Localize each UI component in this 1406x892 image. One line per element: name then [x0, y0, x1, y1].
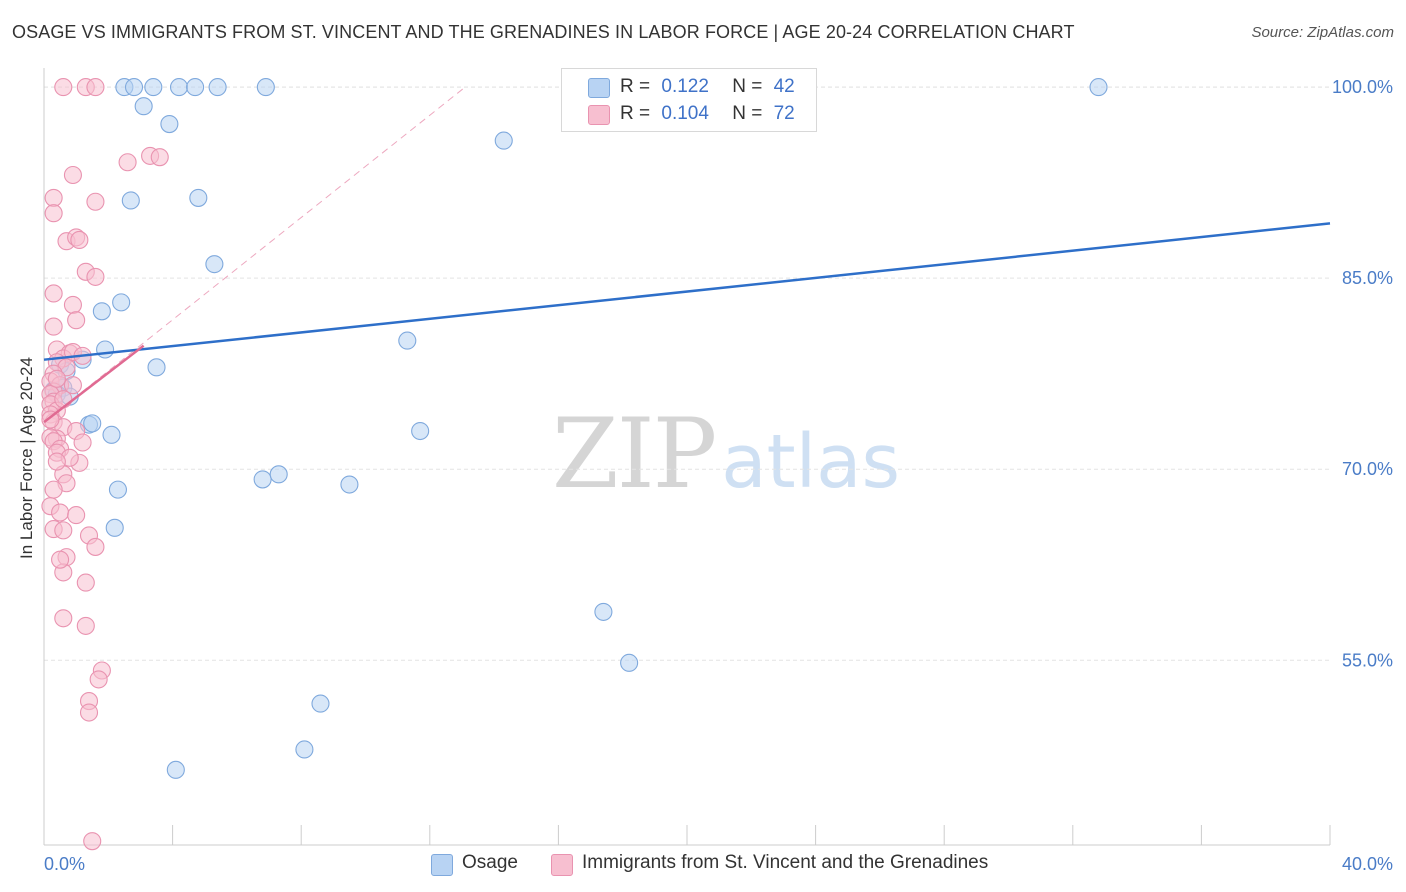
immigrants-point — [54, 521, 73, 540]
osage-point — [269, 465, 288, 484]
osage-point — [256, 78, 275, 97]
osage-point — [340, 475, 359, 494]
immigrants-point — [44, 204, 63, 223]
immigrants-point — [54, 78, 73, 97]
immigrants-point — [51, 503, 70, 522]
osage-point — [166, 760, 185, 779]
immigrants-point — [63, 295, 82, 314]
legend-n-value-immigrants: 72 — [773, 103, 795, 124]
correlation-legend: R = 0.122 N = 42 R = 0.104 N = 72 — [561, 68, 817, 132]
immigrants-point — [44, 480, 63, 499]
bottom-legend-swatch-osage — [431, 854, 453, 876]
chart-title: OSAGE VS IMMIGRANTS FROM ST. VINCENT AND… — [12, 22, 1075, 42]
immigrants-point — [76, 616, 95, 635]
bottom-legend-label-osage: Osage — [462, 852, 518, 873]
bottom-legend-label-immigrants: Immigrants from St. Vincent and the Gren… — [582, 852, 989, 873]
osage-point — [411, 421, 430, 441]
immigrants-point — [51, 550, 70, 569]
legend-r-label: R = — [620, 76, 651, 97]
osage-point — [311, 694, 330, 713]
y-axis-label: In Labor Force | Age 20-24 — [17, 357, 36, 559]
immigrants-point — [73, 433, 92, 452]
legend-swatch-osage — [588, 78, 610, 98]
osage-point — [147, 358, 166, 377]
immigrants-point — [79, 703, 99, 722]
immigrants-point — [44, 317, 63, 336]
immigrants-point — [63, 376, 82, 395]
legend-n-label: N = — [732, 103, 763, 124]
osage-point — [112, 293, 131, 312]
osage-point — [186, 78, 205, 97]
osage-point — [144, 78, 163, 97]
osage-point — [160, 114, 179, 134]
immigrants-trend-extension — [43, 86, 466, 423]
immigrants-point — [86, 192, 105, 211]
immigrants-point — [70, 230, 89, 250]
x-tick-label: 40.0% — [1342, 854, 1393, 874]
legend-n-value-osage: 42 — [773, 76, 795, 97]
osage-point — [494, 131, 513, 150]
osage-point — [83, 414, 102, 433]
immigrants-point — [118, 153, 137, 172]
osage-point — [134, 97, 153, 116]
y-tick-label: 85.0% — [1342, 268, 1393, 288]
x-tick-label: 0.0% — [44, 854, 85, 874]
source-credit: Source: ZipAtlas.com — [1251, 24, 1394, 41]
watermark-zip: ZIP — [552, 398, 717, 510]
osage-point — [108, 480, 127, 499]
immigrants-point — [76, 573, 95, 592]
osage-point — [295, 740, 314, 759]
osage-point — [105, 518, 124, 537]
immigrants-point — [86, 537, 105, 556]
immigrants-point — [89, 670, 108, 689]
y-tick-label: 100.0% — [1332, 77, 1393, 97]
osage-point — [205, 255, 224, 274]
osage-trend-line — [43, 222, 1331, 361]
legend-swatch-immigrants — [588, 105, 610, 125]
immigrants-point — [63, 165, 82, 185]
osage-point — [620, 653, 639, 672]
osage-point — [594, 602, 613, 621]
osage-point — [253, 470, 272, 489]
osage-point — [1089, 78, 1108, 97]
immigrants-point — [83, 832, 102, 851]
osage-point — [92, 302, 111, 321]
watermark-atlas: atlas — [721, 419, 901, 505]
immigrants-point — [44, 284, 63, 303]
legend-r-value-osage: 0.122 — [661, 76, 709, 97]
immigrants-point — [44, 188, 63, 207]
osage-point — [208, 78, 227, 97]
osage-point — [169, 78, 189, 97]
immigrants-point — [54, 609, 73, 628]
y-tick-label: 70.0% — [1342, 459, 1393, 479]
immigrants-point — [54, 390, 73, 409]
y-tick-label: 55.0% — [1342, 650, 1393, 670]
immigrants-point — [86, 267, 105, 286]
zipatlas-watermark: ZIPatlas — [552, 398, 900, 510]
immigrants-point — [150, 148, 169, 167]
osage-point — [398, 331, 417, 350]
osage-point — [124, 78, 144, 97]
osage-point — [102, 425, 121, 444]
osage-point — [96, 340, 115, 359]
legend-r-label: R = — [620, 103, 651, 124]
immigrants-point — [47, 369, 66, 388]
bottom-legend-swatch-immigrants — [551, 854, 573, 876]
immigrants-point — [86, 78, 105, 97]
osage-point — [189, 188, 208, 207]
immigrants-trend-line — [43, 344, 145, 424]
legend-r-value-immigrants: 0.104 — [661, 103, 709, 124]
immigrants-point — [67, 311, 86, 330]
osage-point — [121, 191, 140, 210]
immigrants-point — [67, 506, 86, 525]
immigrants-point — [47, 452, 66, 471]
legend-n-label: N = — [732, 76, 763, 97]
